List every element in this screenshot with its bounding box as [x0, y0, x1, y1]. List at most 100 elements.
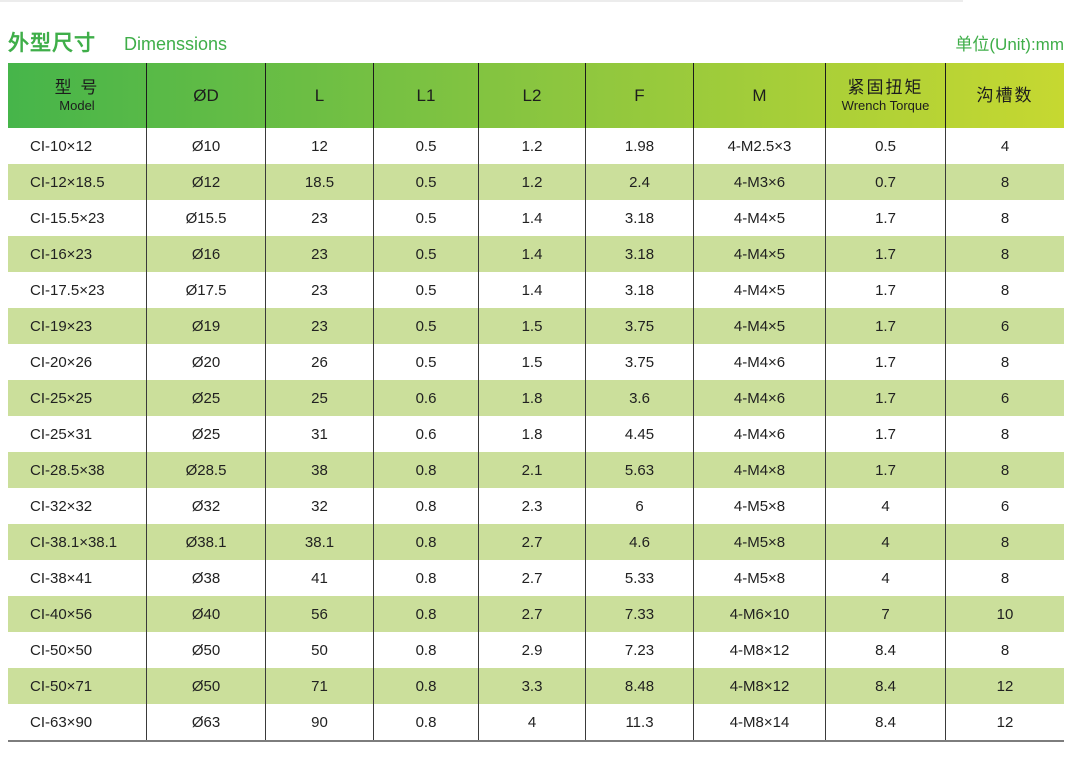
- table-row: CI-17.5×23 Ø17.5 23 0.5 1.4 3.18 4-M4×5 1.7 8: [8, 272, 1064, 308]
- column-header-label: F: [634, 85, 645, 105]
- cell-d: Ø63: [146, 704, 265, 740]
- cell-d: Ø38.1: [146, 524, 265, 560]
- cell-m: 4-M8×12: [693, 632, 825, 668]
- cell-m: 4-M4×5: [693, 236, 825, 272]
- table-row: CI-50×71 Ø50 71 0.8 3.3 8.48 4-M8×12 8.4 12: [8, 668, 1064, 704]
- table-row: CI-10×12 Ø10 12 0.5 1.2 1.98 4-M2.5×3 0.5 4: [8, 128, 1064, 164]
- cell-l: 71: [265, 668, 373, 704]
- cell-grooves: 4: [945, 128, 1064, 164]
- cell-l2: 1.5: [478, 308, 585, 344]
- cell-m: 4-M4×5: [693, 308, 825, 344]
- cell-f: 3.75: [585, 308, 693, 344]
- cell-grooves: 8: [945, 524, 1064, 560]
- column-header-zh: 型 号: [54, 77, 100, 97]
- cell-torque: 4: [825, 524, 945, 560]
- cell-l2: 1.2: [478, 128, 585, 164]
- cell-f: 4.45: [585, 416, 693, 452]
- table-header-row: 型 号 Model ØD L L1 L2 F M 紧固扭矩 Wrench Torque 沟槽数: [8, 63, 1064, 128]
- cell-d: Ø19: [146, 308, 265, 344]
- table-body: CI-10×12 Ø10 12 0.5 1.2 1.98 4-M2.5×3 0.5 4 CI-12…: [8, 128, 1064, 740]
- cell-grooves: 10: [945, 596, 1064, 632]
- cell-model: CI-17.5×23: [30, 281, 105, 299]
- table-row: CI-40×56 Ø40 56 0.8 2.7 7.33 4-M6×10 7 10: [8, 596, 1064, 632]
- cell-l: 90: [265, 704, 373, 740]
- cell-grooves: 6: [945, 308, 1064, 344]
- column-header-model: 型 号 Model: [8, 63, 146, 128]
- cell-l1: 0.8: [373, 632, 478, 668]
- column-header-zh: 沟槽数: [976, 85, 1034, 105]
- cell-d: Ø28.5: [146, 452, 265, 488]
- cell-m: 4-M6×10: [693, 596, 825, 632]
- cell-f: 7.33: [585, 596, 693, 632]
- column-header-label: L: [314, 85, 325, 105]
- table-row: CI-28.5×38 Ø28.5 38 0.8 2.1 5.63 4-M4×8 1.7 8: [8, 452, 1064, 488]
- cell-torque: 1.7: [825, 416, 945, 452]
- cell-f: 7.23: [585, 632, 693, 668]
- cell-l1: 0.5: [373, 308, 478, 344]
- cell-l2: 2.3: [478, 488, 585, 524]
- cell-m: 4-M5×8: [693, 524, 825, 560]
- cell-torque: 1.7: [825, 308, 945, 344]
- cell-l: 23: [265, 236, 373, 272]
- table-row: CI-63×90 Ø63 90 0.8 4 11.3 4-M8×14 8.4 12: [8, 704, 1064, 740]
- cell-f: 5.63: [585, 452, 693, 488]
- cell-d: Ø40: [146, 596, 265, 632]
- cell-f: 11.3: [585, 704, 693, 740]
- cell-l2: 3.3: [478, 668, 585, 704]
- cell-l2: 2.9: [478, 632, 585, 668]
- cell-f: 1.98: [585, 128, 693, 164]
- cell-m: 4-M5×8: [693, 488, 825, 524]
- cell-model: CI-32×32: [30, 497, 93, 515]
- cell-d: Ø32: [146, 488, 265, 524]
- cell-l: 38.1: [265, 524, 373, 560]
- unit-label: 单位(Unit):mm: [955, 35, 1064, 54]
- top-hairline: [0, 0, 963, 2]
- cell-grooves: 12: [945, 704, 1064, 740]
- dimensions-table: 型 号 Model ØD L L1 L2 F M 紧固扭矩 Wrench Torque 沟槽数 CI…: [8, 63, 1064, 742]
- cell-l1: 0.8: [373, 704, 478, 740]
- column-header-en: Model: [59, 98, 95, 113]
- cell-grooves: 8: [945, 344, 1064, 380]
- cell-l: 38: [265, 452, 373, 488]
- cell-torque: 0.7: [825, 164, 945, 200]
- cell-model: CI-38.1×38.1: [30, 533, 118, 551]
- cell-l1: 0.8: [373, 524, 478, 560]
- cell-f: 3.6: [585, 380, 693, 416]
- cell-model: CI-38×41: [30, 569, 93, 587]
- cell-grooves: 8: [945, 452, 1064, 488]
- column-header-en: Wrench Torque: [841, 98, 930, 113]
- cell-torque: 4: [825, 488, 945, 524]
- cell-grooves: 8: [945, 236, 1064, 272]
- cell-l: 12: [265, 128, 373, 164]
- cell-model: CI-40×56: [30, 605, 93, 623]
- cell-m: 4-M2.5×3: [693, 128, 825, 164]
- cell-d: Ø50: [146, 632, 265, 668]
- column-header-grooves: 沟槽数: [945, 63, 1064, 128]
- cell-m: 4-M4×6: [693, 344, 825, 380]
- cell-model: CI-50×71: [30, 677, 93, 695]
- column-header-l2: L2: [478, 63, 585, 128]
- column-header-label: M: [752, 85, 767, 105]
- cell-torque: 1.7: [825, 344, 945, 380]
- cell-d: Ø12: [146, 164, 265, 200]
- column-header-f: F: [585, 63, 693, 128]
- cell-m: 4-M4×5: [693, 272, 825, 308]
- cell-l1: 0.5: [373, 344, 478, 380]
- cell-m: 4-M8×12: [693, 668, 825, 704]
- cell-d: Ø25: [146, 416, 265, 452]
- cell-l2: 2.7: [478, 524, 585, 560]
- cell-model: CI-63×90: [30, 713, 93, 731]
- table-row: CI-32×32 Ø32 32 0.8 2.3 6 4-M5×8 4 6: [8, 488, 1064, 524]
- section-title-zh: 外型尺寸: [8, 32, 96, 55]
- table-row: CI-15.5×23 Ø15.5 23 0.5 1.4 3.18 4-M4×5 1.7 8: [8, 200, 1064, 236]
- cell-d: Ø20: [146, 344, 265, 380]
- table-row: CI-20×26 Ø20 26 0.5 1.5 3.75 4-M4×6 1.7 8: [8, 344, 1064, 380]
- cell-torque: 1.7: [825, 236, 945, 272]
- cell-l2: 4: [478, 704, 585, 740]
- cell-torque: 0.5: [825, 128, 945, 164]
- column-header-l1: L1: [373, 63, 478, 128]
- cell-l: 31: [265, 416, 373, 452]
- cell-m: 4-M5×8: [693, 560, 825, 596]
- cell-f: 3.18: [585, 272, 693, 308]
